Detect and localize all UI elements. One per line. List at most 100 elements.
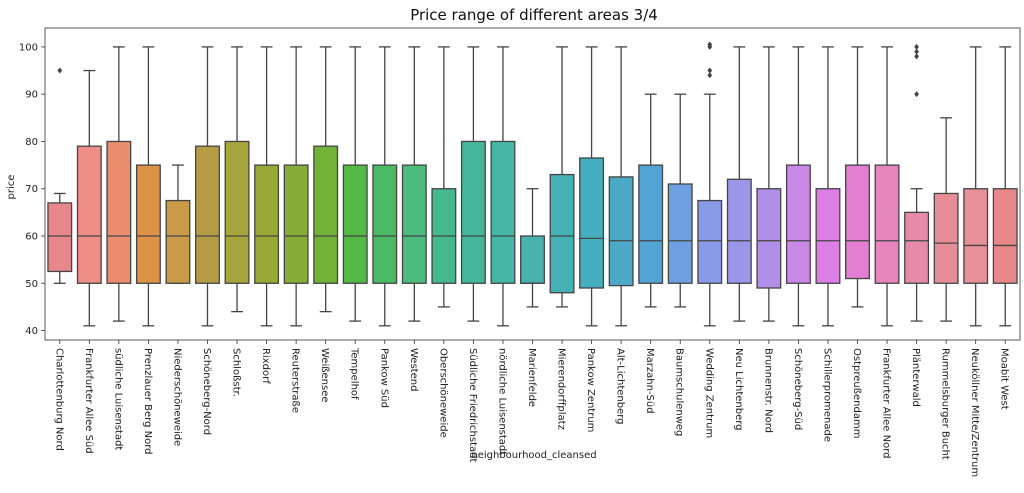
iqr-box xyxy=(756,188,782,289)
iqr-box xyxy=(106,140,132,284)
iqr-box xyxy=(283,164,309,284)
outlier-point xyxy=(914,53,919,60)
y-tick-label: 100 xyxy=(19,42,38,53)
box-1 xyxy=(47,67,73,284)
outlier-point xyxy=(707,67,713,74)
box-22 xyxy=(667,93,693,308)
x-tick-label: Marzahn-Süd xyxy=(644,348,655,414)
iqr-box xyxy=(815,188,841,284)
iqr-box xyxy=(697,199,723,284)
x-tick-label: Frankfurter Allee Nord xyxy=(881,348,892,459)
outlier-point xyxy=(707,41,713,48)
iqr-box xyxy=(135,164,161,284)
box-33 xyxy=(992,46,1018,327)
iqr-box xyxy=(47,202,73,273)
outlier-point xyxy=(57,67,63,74)
x-tick-label: Schöneberg-Nord xyxy=(201,348,212,435)
box-4 xyxy=(135,46,161,327)
box-7 xyxy=(224,46,250,313)
iqr-box xyxy=(401,164,427,284)
x-tick-label: Marienfelde xyxy=(526,348,537,407)
x-tick-label: Reuterstraße xyxy=(290,348,301,413)
x-tick-label: Wedding Zentrum xyxy=(703,348,714,438)
outlier-point xyxy=(707,72,713,79)
x-tick-label: Brunnenstr. Nord xyxy=(762,348,773,433)
box-21 xyxy=(638,93,664,308)
x-axis: Charlottenburg Nord Frankfurter Allee Süd… xyxy=(53,340,1010,477)
iqr-box xyxy=(490,140,516,284)
iqr-box xyxy=(313,145,339,284)
x-tick-label: Tempelhof xyxy=(349,347,360,400)
iqr-box xyxy=(342,164,368,284)
iqr-box xyxy=(165,199,191,284)
outlier-point xyxy=(914,91,919,98)
iqr-box xyxy=(726,178,752,284)
box-3 xyxy=(106,46,132,322)
box-5 xyxy=(165,164,191,284)
iqr-box xyxy=(904,211,930,284)
x-tick-label: Pankow Süd xyxy=(378,348,389,408)
x-tick-label: Südliche Friedrichstadt xyxy=(467,348,478,463)
x-tick-label: Neu Lichtenberg xyxy=(733,348,744,431)
x-tick-label: Charlottenburg Nord xyxy=(53,348,64,451)
y-tick-label: 80 xyxy=(25,137,38,148)
iqr-box xyxy=(579,157,605,289)
iqr-box xyxy=(372,164,398,284)
iqr-box xyxy=(76,145,102,284)
x-tick-label: Alt-Lichtenberg xyxy=(615,348,626,425)
x-tick-label: Neuköllner Mitte/Zentrum xyxy=(969,348,980,477)
box-19 xyxy=(579,46,605,327)
iqr-box xyxy=(933,192,959,284)
y-tick-label: 50 xyxy=(25,279,38,290)
y-tick-label: 60 xyxy=(25,232,38,243)
x-tick-label: Westend xyxy=(408,348,419,391)
box-26 xyxy=(785,46,811,327)
box-10 xyxy=(313,46,339,313)
x-tick-label: Rixdorf xyxy=(260,348,271,384)
chart-title: Price range of different areas 3/4 xyxy=(410,6,658,24)
iqr-box xyxy=(638,164,664,284)
x-tick-label: Baumschulenweg xyxy=(674,348,685,436)
x-tick-label: Moabit West xyxy=(999,348,1010,410)
x-tick-label: Prenzlauer Berg Nord xyxy=(142,348,153,455)
outlier-point xyxy=(914,43,919,50)
x-tick-label: Schloßstr. xyxy=(231,348,242,397)
plot-area xyxy=(44,27,1021,341)
x-tick-label: Frankfurter Allee Süd xyxy=(83,348,94,454)
iqr-box xyxy=(195,145,220,284)
box-23 xyxy=(697,41,723,327)
iqr-box xyxy=(992,188,1018,284)
iqr-box xyxy=(963,188,989,284)
x-tick-label: Weißensee xyxy=(319,348,330,403)
iqr-box xyxy=(460,140,486,284)
box-14 xyxy=(431,46,457,308)
iqr-box xyxy=(520,235,545,284)
box-9 xyxy=(283,46,309,327)
x-tick-label: Pankow Zentrum xyxy=(585,348,596,432)
box-16 xyxy=(490,46,516,327)
box-25 xyxy=(756,46,782,322)
iqr-box xyxy=(549,173,575,294)
box-8 xyxy=(254,46,280,327)
y-tick-label: 70 xyxy=(25,184,38,195)
box-2 xyxy=(76,69,102,327)
x-tick-label: südliche Luisenstadt xyxy=(112,348,123,450)
box-17 xyxy=(520,188,545,308)
x-tick-label: Niederschöneweide xyxy=(171,348,182,446)
box-11 xyxy=(342,46,368,322)
x-axis-label: neighbourhood_cleansed xyxy=(471,450,596,461)
iqr-box xyxy=(608,176,634,287)
y-tick-label: 90 xyxy=(25,90,38,101)
box-24 xyxy=(726,46,752,322)
box-28 xyxy=(845,46,870,308)
x-tick-label: Oberschöneweide xyxy=(437,348,448,438)
x-tick-label: Schillerpromenade xyxy=(821,348,832,442)
box-32 xyxy=(963,46,989,327)
iqr-box xyxy=(254,164,280,284)
x-tick-label: nördliche Luisenstadt xyxy=(496,348,507,455)
x-tick-label: Mierendorffplatz xyxy=(556,348,567,430)
box-27 xyxy=(815,46,841,327)
box-30 xyxy=(904,43,930,322)
iqr-box xyxy=(785,164,811,284)
